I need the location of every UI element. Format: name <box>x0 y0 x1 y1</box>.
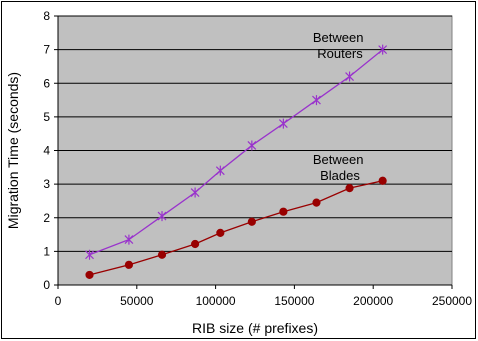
data-point <box>85 270 94 280</box>
x-axis: 0 50000 100000 150000 200000 250000 <box>55 284 472 308</box>
series-line <box>89 49 384 256</box>
y-tick-label: 0 <box>43 278 50 292</box>
x-tick-label: 150000 <box>274 294 314 308</box>
x-tick-label: 100000 <box>196 294 236 308</box>
data-point <box>124 260 134 269</box>
y-tick-label: 2 <box>43 211 50 225</box>
series-annotations: Between Routers Between Blades <box>313 30 367 183</box>
y-tick-label: 7 <box>43 43 50 57</box>
data-point <box>247 140 257 151</box>
y-tick-label: 6 <box>43 76 50 90</box>
data-point <box>157 211 167 222</box>
data-point <box>278 118 288 129</box>
y-axis-title: Migration Time (seconds) <box>5 72 21 229</box>
annotation-line: Routers <box>317 46 363 61</box>
series-layer <box>85 44 388 280</box>
x-tick-label: 50000 <box>120 294 154 308</box>
annotation-between-blades: Between Blades <box>313 152 367 183</box>
data-point <box>124 234 134 245</box>
x-tick-label: 200000 <box>353 294 393 308</box>
data-point <box>190 187 200 198</box>
annotation-line: Between <box>313 152 364 167</box>
y-tick-label: 4 <box>43 144 50 158</box>
data-point <box>85 249 94 260</box>
series-0 <box>85 44 388 260</box>
annotation-between-routers: Between Routers <box>313 30 367 61</box>
data-point <box>279 207 288 216</box>
annotation-line: Between <box>313 30 364 45</box>
data-point <box>345 71 354 82</box>
annotation-line: Blades <box>320 168 360 183</box>
data-point <box>312 198 321 207</box>
data-point <box>216 228 225 237</box>
y-tick-label: 5 <box>43 110 50 124</box>
x-tick-label: 0 <box>55 294 62 308</box>
data-point <box>215 165 225 176</box>
grid-lines <box>58 15 452 286</box>
x-axis-title: RIB size (# prefixes) <box>192 320 318 336</box>
data-point <box>345 184 354 193</box>
data-point <box>378 44 388 55</box>
data-point <box>247 217 256 226</box>
series-1 <box>85 176 387 280</box>
data-point <box>378 176 387 185</box>
data-point <box>312 95 321 106</box>
x-tick-label: 250000 <box>432 294 472 308</box>
data-point <box>191 239 200 249</box>
data-point <box>157 250 167 259</box>
y-tick-label: 1 <box>43 244 50 258</box>
y-tick-label: 8 <box>43 9 50 23</box>
y-tick-label: 3 <box>43 177 50 191</box>
series-line <box>89 180 383 276</box>
y-axis: 0 1 2 3 4 5 6 7 8 <box>43 9 59 292</box>
